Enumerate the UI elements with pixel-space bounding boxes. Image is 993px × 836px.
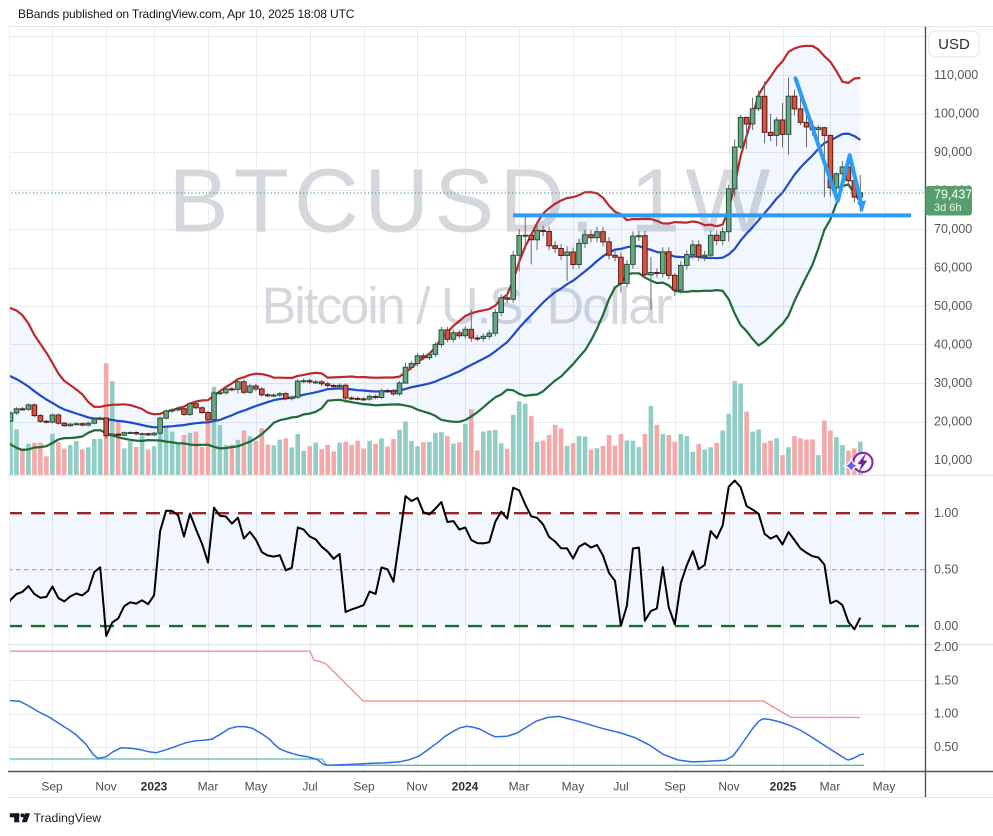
svg-text:90,000: 90,000 (934, 145, 972, 159)
svg-text:20,000: 20,000 (934, 415, 972, 429)
svg-text:0.50: 0.50 (934, 740, 958, 754)
svg-text:1.50: 1.50 (934, 673, 958, 687)
svg-text:Jul: Jul (613, 780, 628, 794)
svg-text:May: May (873, 780, 896, 794)
svg-text:110,000: 110,000 (934, 68, 978, 82)
svg-text:Sep: Sep (41, 780, 63, 794)
svg-text:Mar: Mar (820, 780, 841, 794)
svg-text:Jul: Jul (302, 780, 317, 794)
svg-text:70,000: 70,000 (934, 222, 972, 236)
svg-text:May: May (245, 780, 268, 794)
svg-text:Nov: Nov (95, 780, 116, 794)
svg-text:Mar: Mar (509, 780, 530, 794)
svg-text:2024: 2024 (452, 780, 479, 794)
svg-text:BTCUSD, 1W: BTCUSD, 1W (168, 152, 775, 252)
svg-text:79,437: 79,437 (934, 188, 972, 202)
svg-text:1.00: 1.00 (934, 506, 958, 520)
svg-text:100,000: 100,000 (934, 107, 979, 121)
svg-text:Nov: Nov (718, 780, 739, 794)
svg-text:10,000: 10,000 (934, 453, 972, 467)
svg-text:30,000: 30,000 (934, 376, 972, 390)
svg-text:2025: 2025 (770, 780, 797, 794)
svg-text:0.00: 0.00 (934, 619, 958, 633)
svg-text:40,000: 40,000 (934, 338, 972, 352)
svg-text:May: May (562, 780, 585, 794)
svg-text:Mar: Mar (198, 780, 219, 794)
svg-text:3d 6h: 3d 6h (934, 202, 962, 214)
svg-text:2.00: 2.00 (934, 640, 958, 654)
svg-text:Sep: Sep (664, 780, 686, 794)
svg-text:TradingView: TradingView (34, 811, 102, 825)
svg-text:Sep: Sep (353, 780, 375, 794)
svg-text:0.50: 0.50 (934, 563, 958, 577)
svg-text:50,000: 50,000 (934, 299, 972, 313)
svg-text:Nov: Nov (406, 780, 427, 794)
svg-text:60,000: 60,000 (934, 261, 972, 275)
svg-text:USD: USD (938, 36, 970, 53)
svg-text:2023: 2023 (141, 780, 168, 794)
svg-text:1.00: 1.00 (934, 707, 958, 721)
